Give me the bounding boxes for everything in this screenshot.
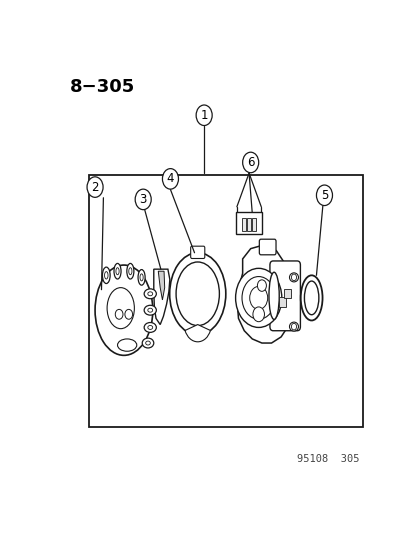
Wedge shape	[185, 325, 210, 342]
Circle shape	[252, 307, 264, 322]
Ellipse shape	[268, 272, 278, 319]
Circle shape	[242, 277, 275, 319]
Polygon shape	[158, 271, 164, 300]
Ellipse shape	[147, 326, 152, 329]
Polygon shape	[153, 269, 169, 325]
Text: 2: 2	[91, 181, 99, 193]
Ellipse shape	[102, 267, 110, 284]
Ellipse shape	[289, 322, 298, 331]
Ellipse shape	[145, 341, 150, 345]
Text: 5: 5	[320, 189, 328, 202]
Text: 8−305: 8−305	[69, 78, 134, 96]
Text: 3: 3	[139, 193, 147, 206]
FancyBboxPatch shape	[259, 239, 275, 255]
FancyBboxPatch shape	[269, 261, 300, 330]
Ellipse shape	[128, 268, 132, 274]
Text: 95108  305: 95108 305	[297, 454, 359, 464]
Circle shape	[196, 105, 212, 125]
Ellipse shape	[114, 263, 121, 279]
Ellipse shape	[304, 281, 318, 314]
Ellipse shape	[138, 270, 145, 285]
Circle shape	[291, 274, 296, 281]
FancyBboxPatch shape	[283, 289, 290, 298]
Ellipse shape	[147, 292, 152, 296]
Ellipse shape	[116, 268, 119, 274]
FancyBboxPatch shape	[241, 219, 245, 231]
Ellipse shape	[142, 338, 153, 348]
Ellipse shape	[104, 272, 108, 279]
Ellipse shape	[140, 274, 143, 281]
Ellipse shape	[300, 276, 322, 320]
Circle shape	[87, 177, 103, 197]
Circle shape	[291, 324, 296, 330]
Circle shape	[125, 309, 132, 319]
FancyBboxPatch shape	[252, 219, 255, 231]
Circle shape	[115, 309, 123, 319]
Ellipse shape	[126, 263, 133, 279]
Ellipse shape	[144, 322, 156, 333]
Ellipse shape	[144, 289, 156, 298]
Circle shape	[242, 152, 258, 173]
Ellipse shape	[117, 339, 136, 351]
Ellipse shape	[107, 288, 134, 329]
FancyBboxPatch shape	[190, 246, 204, 259]
Text: 4: 4	[166, 172, 174, 185]
Ellipse shape	[289, 273, 298, 282]
Circle shape	[316, 185, 332, 206]
Ellipse shape	[95, 265, 152, 356]
Text: 1: 1	[200, 109, 207, 122]
Circle shape	[257, 280, 266, 292]
Ellipse shape	[176, 262, 219, 326]
Circle shape	[249, 286, 267, 309]
Polygon shape	[237, 245, 295, 343]
FancyBboxPatch shape	[246, 219, 250, 231]
Circle shape	[162, 168, 178, 189]
Circle shape	[235, 268, 281, 327]
FancyBboxPatch shape	[235, 212, 261, 235]
Ellipse shape	[147, 308, 152, 312]
Text: 6: 6	[246, 156, 254, 169]
Bar	[88, 175, 362, 427]
Ellipse shape	[144, 305, 156, 315]
Circle shape	[135, 189, 151, 209]
Ellipse shape	[169, 253, 225, 335]
FancyBboxPatch shape	[278, 297, 286, 306]
